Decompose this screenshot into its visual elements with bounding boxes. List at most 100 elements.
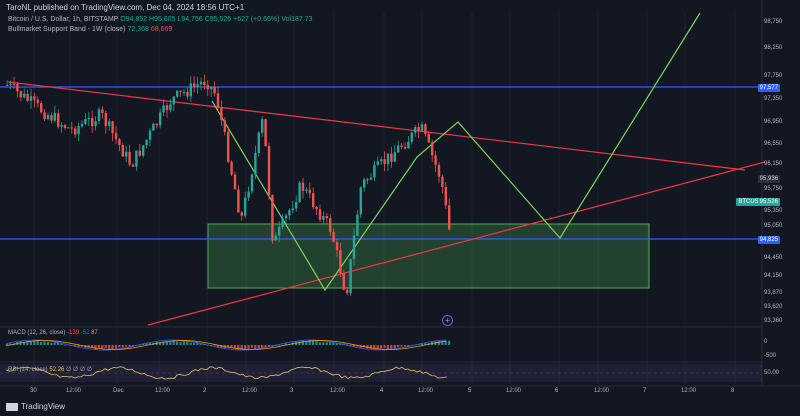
projection-path xyxy=(211,12,701,292)
candle-body xyxy=(84,119,87,124)
candle-body xyxy=(199,81,203,85)
macd-bar xyxy=(332,342,335,345)
indicator-value-2: 68,669 xyxy=(150,26,173,33)
macd-bar xyxy=(193,343,196,345)
macd-bar xyxy=(23,342,26,345)
macd-bar xyxy=(244,345,247,350)
candle-body xyxy=(213,86,216,94)
macd-bar xyxy=(363,345,366,348)
candle-body xyxy=(16,84,19,92)
volume-value: Vol187.73 xyxy=(281,16,313,23)
candle-body xyxy=(23,93,26,98)
macd-bar xyxy=(26,340,29,345)
macd-bar xyxy=(169,341,172,345)
candle-body xyxy=(352,235,356,260)
candle-body xyxy=(145,139,148,146)
candle-body xyxy=(244,197,247,216)
macd-bar xyxy=(179,342,182,345)
candle-body xyxy=(227,131,230,162)
candle-body xyxy=(131,164,135,167)
indicator-value-1: 72,368 xyxy=(127,26,149,33)
time-label: 12:00 xyxy=(681,388,697,394)
macd-value-1: -139 xyxy=(67,330,80,336)
macd-legend: MACD (12, 26, close) -139 -52 87 xyxy=(8,330,98,336)
macd-bar xyxy=(94,345,97,350)
candle-body xyxy=(159,112,162,126)
time-label: 5 xyxy=(468,388,472,394)
candle-body xyxy=(356,214,359,236)
candle-body xyxy=(43,112,46,120)
macd-bar xyxy=(74,345,77,346)
macd-bar xyxy=(29,341,32,345)
symbol-legend: Bitcoin / U.S. Dollar, 1h, BITSTAMP O94,… xyxy=(8,16,313,23)
time-label: 12:00 xyxy=(594,388,610,394)
macd-bar xyxy=(417,344,420,345)
macd-bar xyxy=(397,345,400,348)
candle-body xyxy=(216,93,220,108)
candle-body xyxy=(325,215,328,219)
candle-body xyxy=(383,159,386,164)
macd-bar xyxy=(352,345,355,347)
macd-bar xyxy=(114,345,117,349)
candle-body xyxy=(257,132,260,154)
macd-bar xyxy=(390,345,393,349)
candle-body xyxy=(77,126,80,135)
open-value: O94,852 xyxy=(120,16,148,23)
symbol-tag: BTCUSD xyxy=(736,198,765,206)
macd-bar xyxy=(210,345,213,346)
macd-bar xyxy=(380,345,383,349)
candle-body xyxy=(420,124,424,131)
candle-body xyxy=(448,205,451,230)
macd-value-3: 87 xyxy=(91,330,98,336)
plus-circle-icon[interactable]: + xyxy=(442,315,453,326)
macd-bar xyxy=(162,341,165,345)
macd-bar xyxy=(393,345,396,349)
candle-body xyxy=(169,104,172,111)
candle-body xyxy=(50,115,53,121)
macd-bar xyxy=(91,345,94,348)
macd-bar xyxy=(172,340,175,345)
macd-bar xyxy=(322,342,325,345)
candle-body xyxy=(142,145,145,156)
mid-price-tag: 95,936 xyxy=(757,175,780,183)
candle-body xyxy=(288,210,291,216)
time-label: 4 xyxy=(380,388,384,394)
brand-name: TradingView xyxy=(21,402,66,411)
macd-bar xyxy=(36,340,39,345)
macd-bar xyxy=(346,344,349,345)
last-price-tag: 95,526 xyxy=(757,198,780,206)
signal-line xyxy=(5,340,447,350)
macd-bar xyxy=(281,344,284,346)
macd-bar xyxy=(240,345,243,350)
macd-bar xyxy=(376,345,379,350)
candle-body xyxy=(36,99,39,104)
macd-axis-label: 0 xyxy=(764,339,768,345)
close-value: C95,526 xyxy=(204,16,232,23)
candle-body xyxy=(94,121,97,127)
candle-body xyxy=(165,105,169,111)
macd-bar xyxy=(43,341,46,345)
candle-body xyxy=(366,179,369,181)
macd-bar xyxy=(108,345,111,350)
candle-body xyxy=(264,119,267,147)
candle-body xyxy=(390,153,393,162)
indicator-name: Bullmarket Support Band - 1W (close) xyxy=(8,26,126,33)
price-label: 94,150 xyxy=(764,273,783,279)
candle-body xyxy=(284,215,288,219)
candle-body xyxy=(70,127,73,129)
macd-axis-label: -500 xyxy=(764,353,777,359)
candle-body xyxy=(407,141,410,149)
macd-bar xyxy=(142,343,145,345)
candle-body xyxy=(9,83,12,85)
price-label: 97,750 xyxy=(764,73,783,79)
macd-bar xyxy=(63,344,66,346)
macd-bar xyxy=(77,345,80,348)
candle-body xyxy=(349,259,352,294)
macd-bar xyxy=(247,345,250,350)
candle-body xyxy=(74,128,77,135)
ascending-trendline xyxy=(147,161,766,326)
low-value: L94,756 xyxy=(177,16,203,23)
price-label: 96,550 xyxy=(764,141,783,147)
macd-bar xyxy=(301,340,304,345)
